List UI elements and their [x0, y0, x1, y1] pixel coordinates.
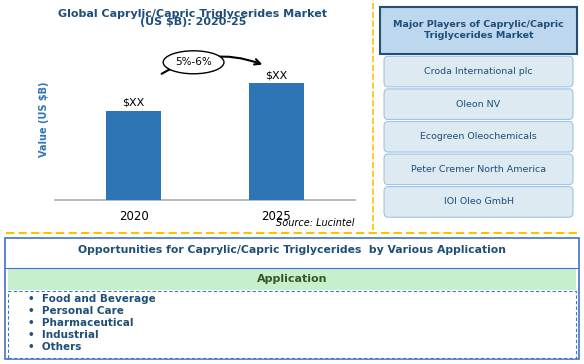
FancyBboxPatch shape [8, 268, 576, 290]
Text: •  Food and Beverage: • Food and Beverage [28, 293, 156, 304]
Text: Opportunities for Caprylic/Capric Triglycerides  by Various Application: Opportunities for Caprylic/Capric Trigly… [78, 245, 506, 255]
Text: Ecogreen Oleochemicals: Ecogreen Oleochemicals [420, 132, 537, 141]
Text: $XX: $XX [265, 70, 287, 80]
Text: $XX: $XX [123, 98, 145, 108]
Text: 5%-6%: 5%-6% [175, 57, 212, 67]
Text: Global Caprylic/Capric Triglycerides Market: Global Caprylic/Capric Triglycerides Mar… [58, 9, 327, 19]
FancyBboxPatch shape [384, 56, 573, 87]
Text: Peter Cremer North America: Peter Cremer North America [411, 165, 546, 174]
Text: Application: Application [257, 274, 327, 284]
Text: Source: Lucintel: Source: Lucintel [276, 218, 354, 228]
Text: •  Personal Care: • Personal Care [28, 306, 124, 316]
FancyBboxPatch shape [384, 154, 573, 185]
FancyBboxPatch shape [384, 89, 573, 119]
FancyBboxPatch shape [380, 7, 577, 54]
Text: Major Players of Caprylic/Capric
Triglycerides Market: Major Players of Caprylic/Capric Triglyc… [393, 20, 564, 40]
Bar [106, 111, 161, 200]
FancyBboxPatch shape [384, 187, 573, 217]
FancyBboxPatch shape [384, 122, 573, 152]
Text: Oleon NV: Oleon NV [457, 100, 500, 109]
Bar [249, 83, 304, 200]
Text: •  Pharmaceutical: • Pharmaceutical [28, 318, 134, 328]
Text: •  Others: • Others [28, 342, 81, 352]
FancyBboxPatch shape [5, 238, 579, 359]
Y-axis label: Value (US $B): Value (US $B) [40, 81, 50, 157]
Text: IOI Oleo GmbH: IOI Oleo GmbH [443, 197, 513, 206]
FancyBboxPatch shape [8, 291, 576, 358]
Text: •  Industrial: • Industrial [28, 330, 99, 340]
Text: (US $B): 2020-25: (US $B): 2020-25 [140, 17, 246, 27]
Text: Croda International plc: Croda International plc [424, 67, 533, 76]
